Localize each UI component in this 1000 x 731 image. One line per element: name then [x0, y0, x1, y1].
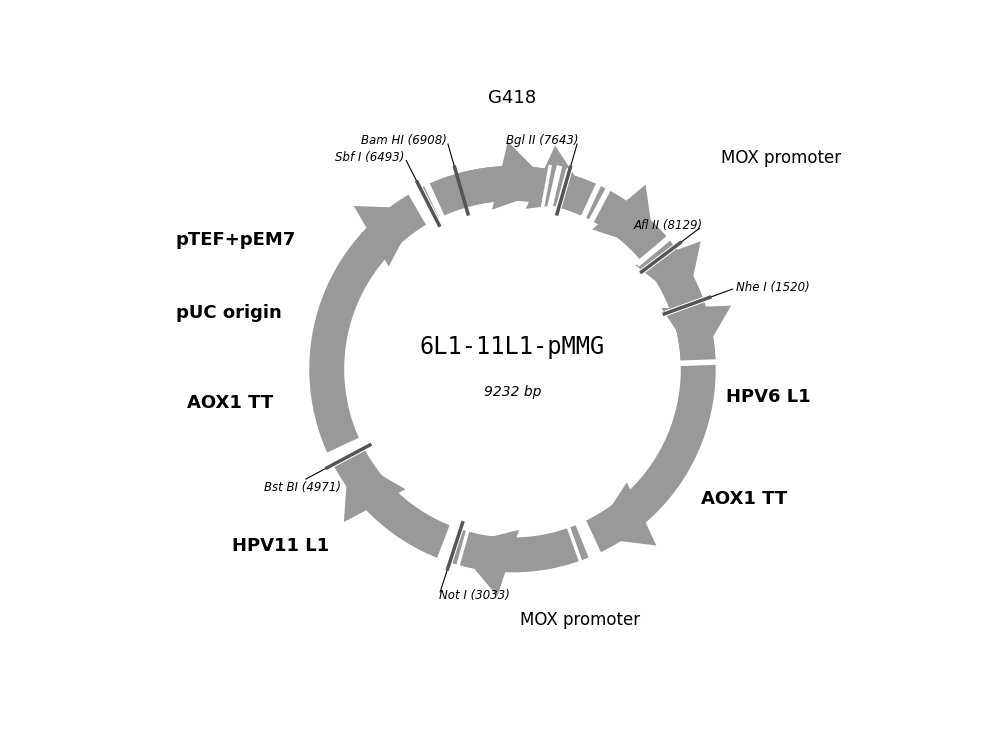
Text: 9232 bp: 9232 bp [484, 385, 541, 398]
Polygon shape [309, 193, 428, 455]
Polygon shape [591, 482, 656, 545]
Text: pUC origin: pUC origin [176, 304, 282, 322]
Polygon shape [559, 174, 668, 261]
Text: G418: G418 [488, 89, 537, 107]
Text: Bam HI (6908): Bam HI (6908) [361, 134, 447, 147]
Text: MOX promoter: MOX promoter [721, 149, 841, 167]
Polygon shape [592, 184, 655, 250]
Polygon shape [492, 142, 554, 210]
Text: Not I (3033): Not I (3033) [439, 589, 510, 602]
Text: HPV11 L1: HPV11 L1 [232, 537, 330, 556]
Polygon shape [526, 145, 591, 209]
Polygon shape [647, 247, 716, 363]
Polygon shape [354, 206, 420, 266]
Text: AOX1 TT: AOX1 TT [187, 394, 273, 412]
Polygon shape [635, 241, 701, 306]
Text: MOX promoter: MOX promoter [520, 611, 640, 629]
Polygon shape [450, 525, 589, 572]
Text: pTEF+pEM7: pTEF+pEM7 [176, 231, 296, 249]
Text: Nhe I (1520): Nhe I (1520) [736, 281, 810, 294]
Polygon shape [344, 456, 406, 522]
Text: Bgl II (7643): Bgl II (7643) [506, 134, 578, 147]
Polygon shape [661, 306, 731, 363]
Text: Sbf I (6493): Sbf I (6493) [335, 151, 404, 164]
Text: HPV6 L1: HPV6 L1 [726, 388, 811, 406]
Text: AOX1 TT: AOX1 TT [701, 490, 787, 507]
Polygon shape [455, 530, 519, 596]
Text: 6L1-11L1-pMMG: 6L1-11L1-pMMG [420, 335, 605, 359]
Text: Afl II (8129): Afl II (8129) [634, 219, 703, 232]
Text: Bst BI (4971): Bst BI (4971) [264, 481, 341, 494]
Polygon shape [584, 310, 716, 553]
Polygon shape [333, 448, 452, 559]
Polygon shape [427, 166, 598, 216]
Polygon shape [592, 190, 703, 311]
Polygon shape [420, 166, 558, 219]
